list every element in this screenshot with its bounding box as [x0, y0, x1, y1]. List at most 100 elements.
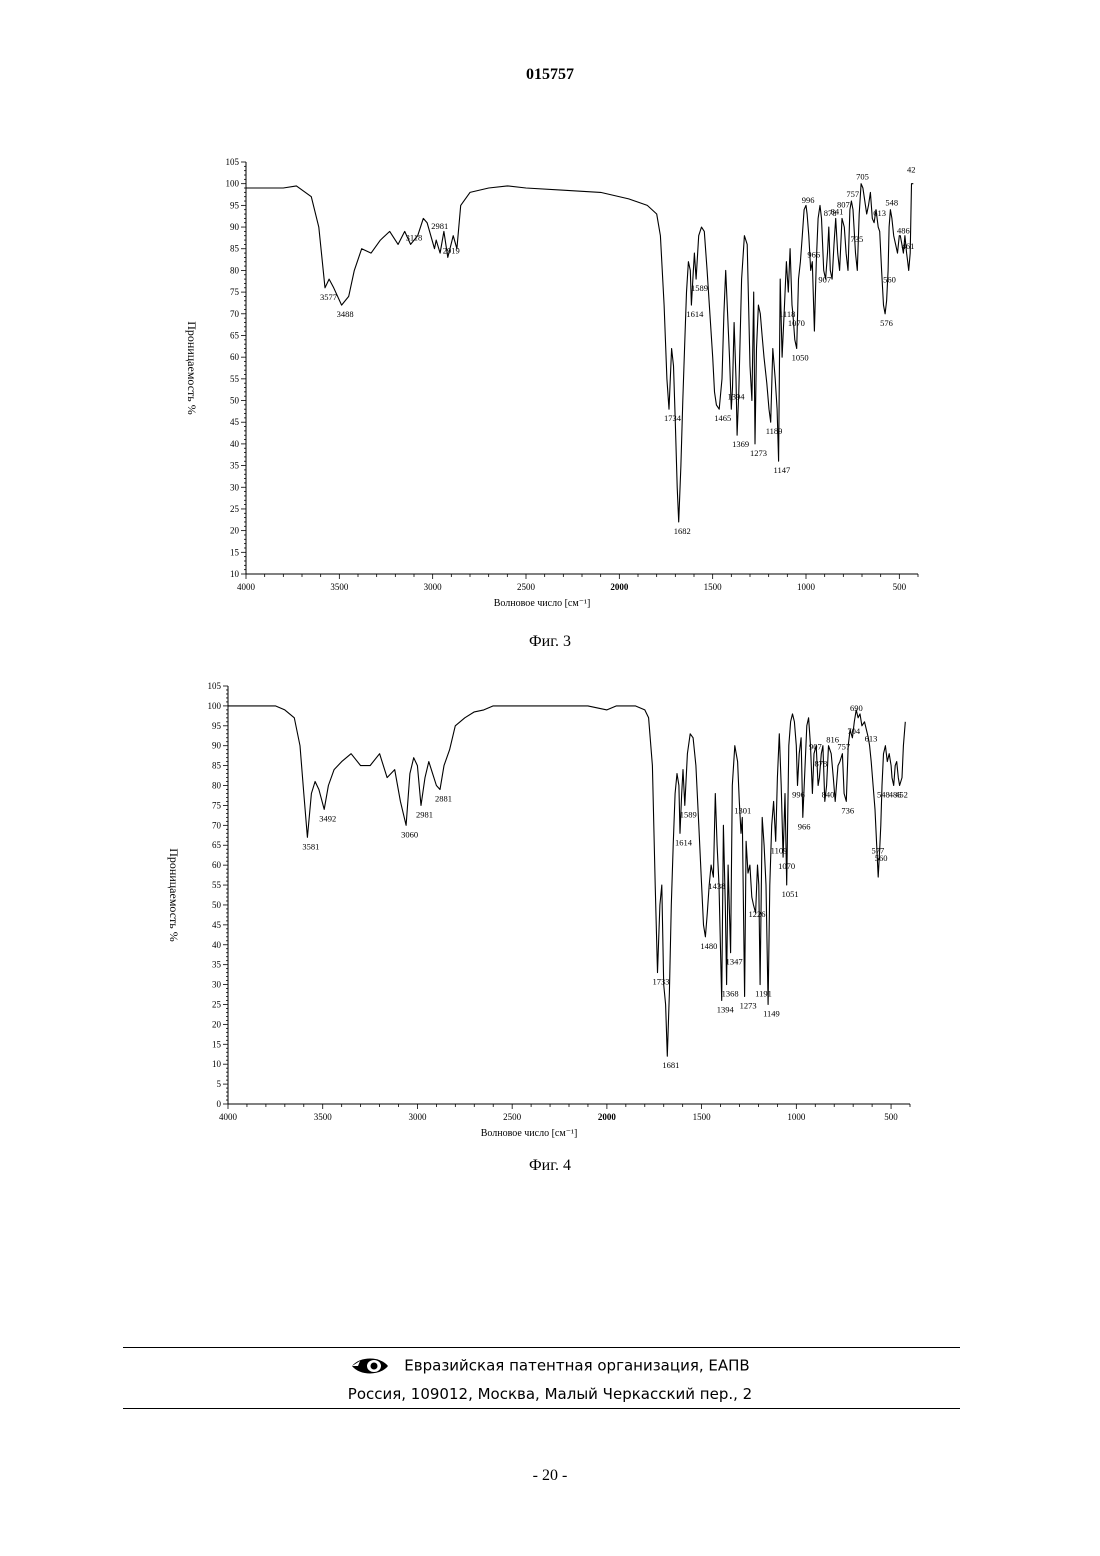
x-axis-title: Волновое число [см⁻¹] [481, 1128, 578, 1139]
y-tick-label: 25 [230, 504, 240, 514]
y-tick-label: 50 [230, 396, 240, 406]
footer-org-text: Евразийская патентная организация, ЕАПВ [404, 1357, 749, 1375]
x-tick-label: 3500 [314, 1112, 333, 1122]
peak-label: 840 [822, 790, 835, 800]
x-axis-title: Волновое число [см⁻¹] [494, 598, 591, 609]
peak-label: 1147 [774, 465, 791, 475]
y-tick-label: 70 [212, 820, 222, 830]
peak-label: 1394 [727, 392, 745, 402]
peak-label: 2981 [431, 221, 448, 231]
y-tick-label: 95 [230, 200, 240, 210]
peak-label: 42 [907, 165, 916, 175]
y-tick-label: 60 [230, 352, 240, 362]
y-tick-label: 85 [212, 761, 222, 771]
axes: 0510152025303540455055606570758085909510… [208, 681, 911, 1122]
peak-label: 1614 [675, 837, 693, 847]
peak-label: 907 [818, 274, 831, 284]
y-tick-label: 100 [226, 179, 240, 189]
x-tick-label: 2000 [598, 1112, 617, 1122]
y-axis-title: Проницаемость % [185, 321, 199, 415]
peak-label: 1369 [732, 439, 749, 449]
peak-label: 3060 [401, 829, 418, 839]
peak-label: 704 [847, 726, 861, 736]
peak-label: 1273 [750, 448, 767, 458]
y-tick-label: 50 [212, 900, 222, 910]
footer-org-line: Евразийская патентная организация, ЕАПВ [0, 1355, 1100, 1377]
y-tick-label: 5 [217, 1079, 222, 1089]
x-tick-label: 2500 [503, 1112, 522, 1122]
y-tick-label: 40 [212, 940, 222, 950]
page-number: - 20 - [0, 1467, 1100, 1485]
peak-label: 1480 [700, 941, 717, 951]
peak-label: 2981 [416, 809, 433, 819]
x-tick-label: 500 [884, 1112, 898, 1122]
ir-spectrum-chart-fig4: 0510152025303540455055606570758085909510… [0, 672, 1100, 1152]
peak-label: 1682 [674, 526, 691, 536]
y-tick-label: 20 [230, 526, 240, 536]
y-tick-label: 80 [230, 265, 240, 275]
x-tick-label: 1000 [787, 1112, 806, 1122]
peak-label: 1614 [686, 309, 704, 319]
peak-label: 907 [809, 742, 822, 752]
y-tick-label: 45 [230, 417, 240, 427]
y-axis-title: Проницаемость % [167, 848, 181, 942]
x-tick-label: 3000 [424, 582, 443, 592]
peak-label: 1051 [782, 889, 799, 899]
peak-label: 3488 [337, 309, 354, 319]
eapo-logo-icon [350, 1355, 390, 1377]
y-tick-label: 85 [230, 244, 240, 254]
peak-label: 1465 [714, 413, 731, 423]
y-tick-label: 40 [230, 439, 240, 449]
peak-labels: 3581349230602981288117331681161415891480… [302, 672, 908, 1070]
y-tick-label: 55 [230, 374, 240, 384]
peak-label: 452 [895, 790, 908, 800]
peak-label: 2919 [443, 245, 460, 255]
y-tick-label: 10 [212, 1059, 222, 1069]
peak-label: 1589 [691, 283, 708, 293]
peak-label: 996 [802, 195, 815, 205]
peak-label: 736 [841, 805, 854, 815]
y-tick-label: 100 [208, 701, 222, 711]
y-tick-label: 15 [230, 547, 240, 557]
y-tick-label: 25 [212, 999, 222, 1009]
peak-label: 735 [850, 234, 863, 244]
peak-label: 807 [837, 199, 850, 209]
figure-caption-fig4: Фиг. 4 [0, 1157, 1100, 1175]
x-tick-label: 1000 [797, 582, 816, 592]
y-tick-label: 20 [212, 1019, 222, 1029]
peak-label: 1347 [726, 957, 743, 967]
peak-label: 705 [856, 172, 869, 182]
peak-label: 613 [865, 734, 878, 744]
peak-label: 560 [883, 274, 896, 284]
y-tick-label: 105 [226, 157, 240, 167]
y-tick-label: 80 [212, 781, 222, 791]
peak-label: 560 [875, 853, 888, 863]
footer-address-line: Россия, 109012, Москва, Малый Черкасский… [0, 1385, 1100, 1403]
peak-label: 757 [846, 189, 859, 199]
peak-label: 878 [814, 759, 827, 769]
y-tick-label: 35 [230, 461, 240, 471]
peak-label: 2881 [435, 794, 452, 804]
peak-label: 461 [902, 241, 915, 251]
peak-label: 576 [880, 318, 893, 328]
document-number: 015757 [0, 66, 1100, 84]
peak-label: 1733 [652, 977, 669, 987]
peak-label: 966 [807, 250, 820, 260]
peak-label: 613 [873, 208, 886, 218]
peak-label: 1050 [792, 352, 809, 362]
peak-label: 996 [792, 790, 805, 800]
peak-label: 1191 [755, 989, 772, 999]
peak-label: 3118 [406, 232, 423, 242]
peak-label: 757 [837, 742, 850, 752]
x-tick-label: 1500 [704, 582, 723, 592]
peak-label: 1189 [766, 426, 783, 436]
peak-label: 1438 [708, 881, 725, 891]
y-tick-label: 15 [212, 1039, 222, 1049]
peak-label: 1109 [771, 845, 788, 855]
y-tick-label: 35 [212, 960, 222, 970]
y-tick-label: 90 [212, 741, 222, 751]
peak-label: 3577 [320, 292, 337, 302]
peak-label: 1394 [717, 1004, 735, 1014]
peak-label: 690 [850, 703, 863, 713]
y-tick-label: 65 [230, 330, 240, 340]
